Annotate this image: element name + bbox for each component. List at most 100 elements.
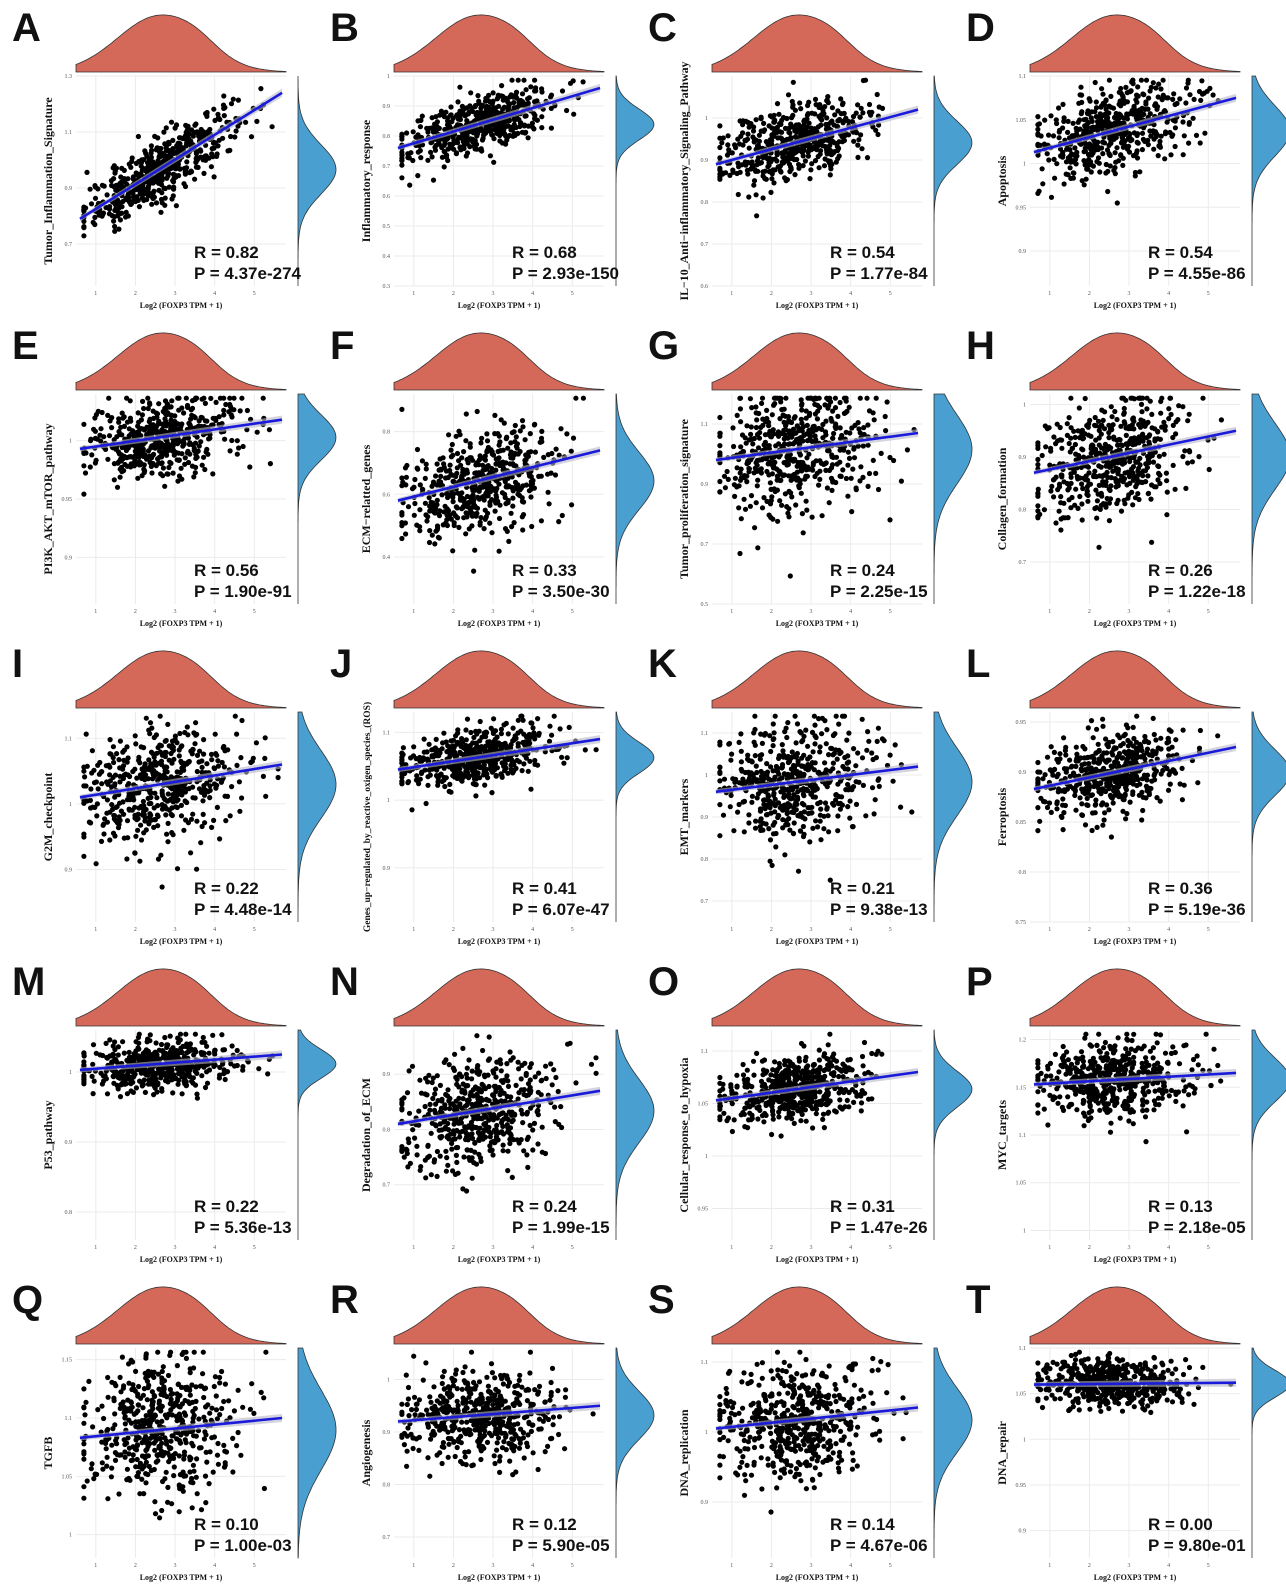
data-point [142,818,148,824]
data-point [199,462,205,468]
data-point [181,410,187,416]
data-point [151,422,157,428]
data-point [1144,406,1150,412]
data-point [1114,416,1120,423]
data-point [447,462,453,468]
x-tick-label: 1 [94,291,97,297]
data-point [109,213,115,219]
data-point [859,146,865,152]
data-point [817,476,823,482]
data-point [192,741,198,747]
data-point [873,470,879,476]
regression-line [397,86,601,150]
data-point [188,816,195,822]
data-point [1104,119,1110,125]
data-point [141,405,147,412]
data-point [847,430,853,436]
data-point [825,397,831,403]
data-point [809,514,815,520]
data-point [453,150,460,156]
data-point [150,751,156,757]
data-point [769,494,775,500]
data-point [1143,101,1149,107]
data-point [87,464,93,470]
data-point [1125,495,1131,501]
data-point [429,115,435,121]
data-point [269,124,275,130]
data-point [131,797,137,803]
y-tick-label: 0.7 [701,242,709,248]
data-point [119,204,125,210]
x-density-curve [1029,332,1241,391]
correlation-stats: R = 0.82 P = 4.37e-274 [194,242,301,285]
data-point [155,158,161,164]
data-point [1130,153,1137,159]
data-point [812,111,818,117]
data-point [802,158,808,164]
data-point [457,432,463,438]
data-point [410,129,416,135]
data-point [1035,513,1041,520]
data-point [434,527,440,533]
data-point [505,445,511,451]
data-point [1051,494,1057,500]
data-point [1154,106,1160,112]
data-point [472,487,478,493]
data-point [1166,416,1172,422]
data-point [169,398,175,404]
data-point [92,221,98,228]
data-point [193,159,199,165]
data-point [161,772,167,778]
data-point [496,455,502,461]
data-point [155,823,161,829]
data-point [155,813,161,819]
data-point [851,138,857,144]
data-point [1035,440,1041,446]
data-point [525,96,531,102]
data-point [169,448,175,454]
data-point [882,413,888,420]
data-point [117,474,123,480]
data-point [104,797,110,803]
data-point [729,150,735,156]
data-point [766,443,772,449]
data-point [167,149,173,156]
x-tick-label: 4 [849,609,852,615]
data-point [514,445,520,451]
data-point [146,757,152,763]
correlation-stats: R = 0.56 P = 1.90e-91 [194,560,292,603]
data-point [93,779,99,785]
data-point [1069,151,1075,157]
data-point [422,475,428,481]
data-point [147,790,153,796]
panel-letter: C [648,6,677,50]
data-point [1052,175,1058,181]
data-point [1118,85,1124,92]
data-point [1167,395,1173,401]
data-point [207,795,213,801]
data-point [851,455,858,461]
x-tick-label: 1 [94,609,97,615]
data-point [451,522,457,529]
data-point [828,475,835,481]
data-point [1066,440,1072,447]
data-point [412,500,418,507]
data-point [1130,470,1136,476]
data-point [453,433,459,439]
data-point [423,461,429,467]
data-point [484,488,491,494]
data-point [83,731,89,737]
data-point [751,182,757,188]
data-point [492,487,498,493]
data-point [1061,181,1067,187]
data-point [1218,417,1224,423]
data-point [1090,163,1096,169]
data-point [1054,161,1060,167]
data-point [439,154,445,160]
data-point [755,477,761,483]
data-point [522,113,528,119]
data-point [1105,168,1111,174]
data-point [164,170,170,176]
data-point [1130,502,1136,508]
data-point [477,453,483,459]
